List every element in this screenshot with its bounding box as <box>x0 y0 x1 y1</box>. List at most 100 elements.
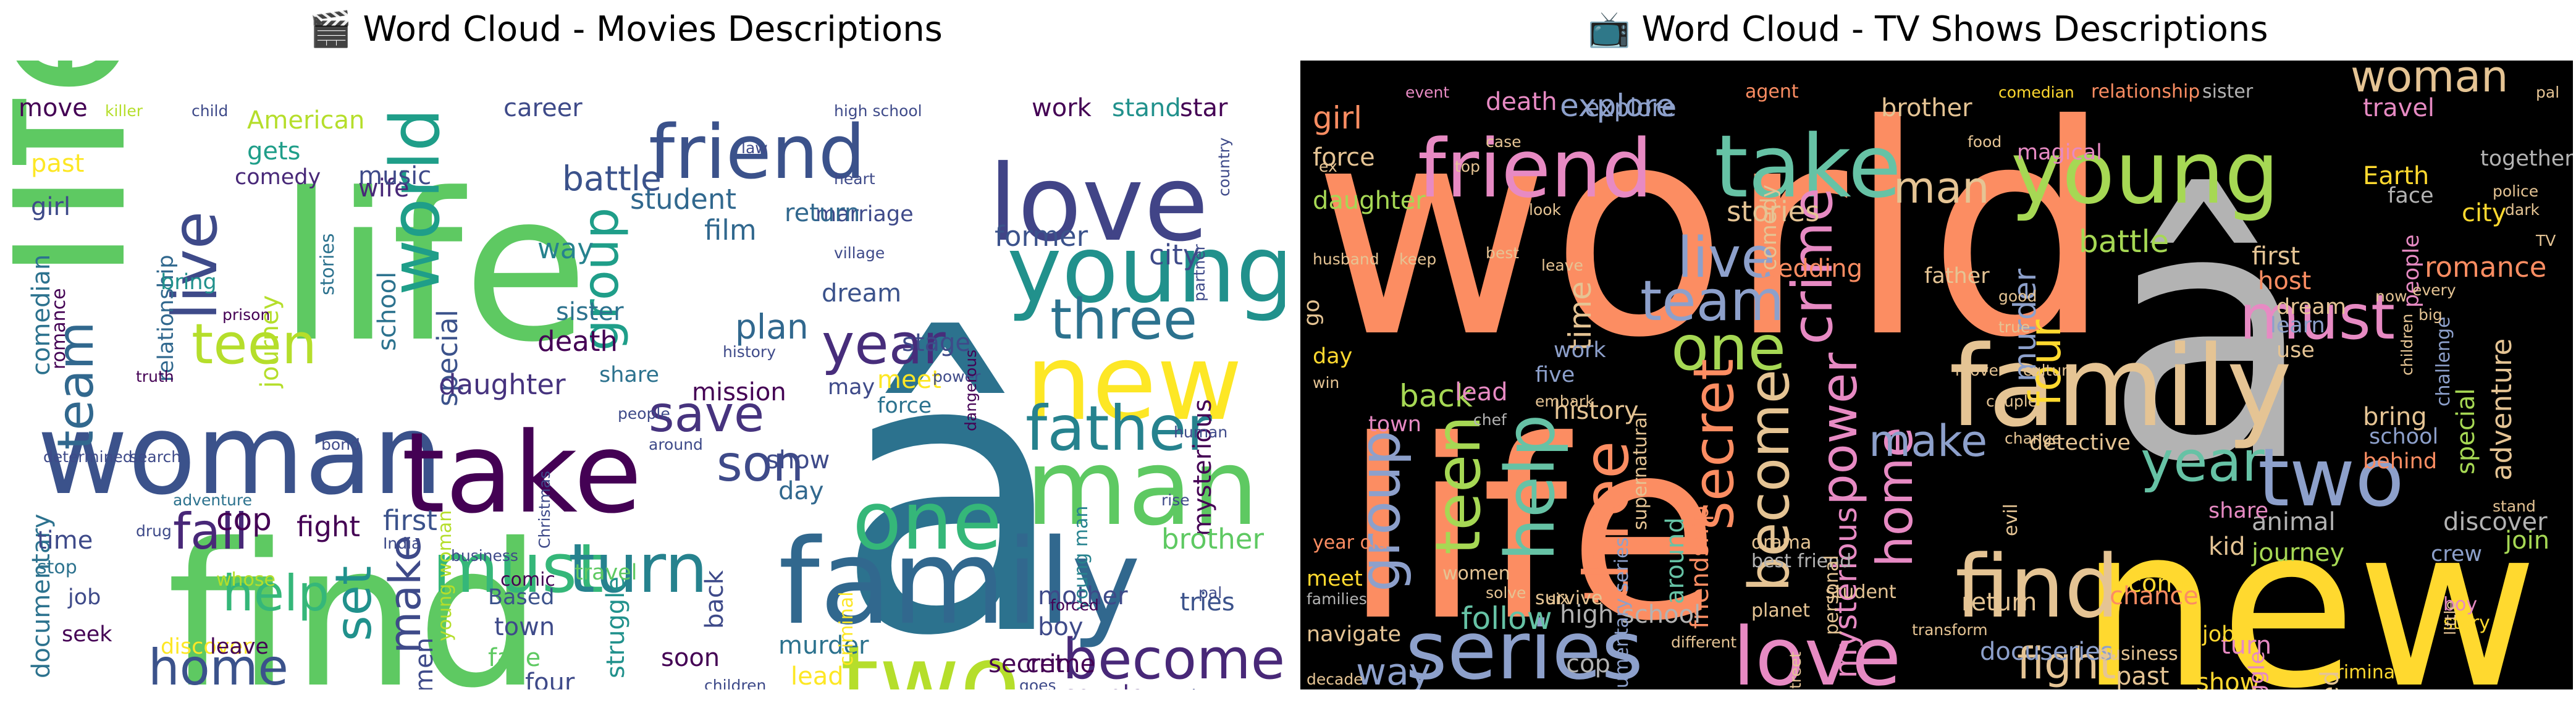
word-former: former <box>995 220 1088 253</box>
word-team: team <box>1640 269 1784 334</box>
word-back: back <box>1399 378 1473 414</box>
word-day: day <box>1313 344 1352 369</box>
word-meet: meet <box>877 366 941 394</box>
word-student: student <box>1825 581 1896 603</box>
word-year-old: year old <box>1313 532 1388 554</box>
word-move: move <box>1955 361 1998 379</box>
word-â: â <box>2103 135 2315 538</box>
word-family: family <box>1949 322 2292 452</box>
word-back: back <box>701 570 729 629</box>
word-force: force <box>1313 143 1375 172</box>
word-face: face <box>488 644 541 672</box>
word-explore: explore <box>1585 94 1677 122</box>
word-three: three <box>1570 440 1643 604</box>
word-brother: brother <box>1161 523 1264 555</box>
word-find: find <box>1955 537 2119 638</box>
word-stage: stage <box>902 329 970 357</box>
word-death: death <box>1486 88 1557 116</box>
word-adventure: adventure <box>173 491 252 509</box>
word-history: history <box>1554 397 1639 425</box>
word-pal: pal <box>2536 83 2559 101</box>
word-secret: secret <box>988 650 1064 678</box>
word-transform: transform <box>1912 621 1988 639</box>
tv-wordcloud-panel: world â life new family friend take young series… <box>1300 61 2573 689</box>
word-come: come <box>2128 570 2196 598</box>
word-must: must <box>432 529 604 608</box>
word-student: student <box>630 183 736 216</box>
word-cop: cop <box>216 502 272 537</box>
word-lead: lead <box>791 662 844 689</box>
word-relationship: relationship <box>2091 81 2200 103</box>
word-embark: embark <box>1535 392 1594 410</box>
word-discover: discover <box>2443 508 2548 536</box>
word-show: show <box>2196 668 2260 689</box>
word-friend: friend <box>1418 122 1652 216</box>
word-children: children <box>2398 314 2416 376</box>
word-young: young <box>1007 216 1285 324</box>
word-agent: agent <box>1745 81 1799 103</box>
word-share: share <box>599 363 659 387</box>
word-love: love <box>988 143 1208 265</box>
word-time: time <box>37 526 93 555</box>
word-business: business <box>2097 643 2178 665</box>
word-new: new <box>2079 478 2538 689</box>
word-girl: girl <box>1313 100 1362 136</box>
word-business: business <box>451 547 518 565</box>
word-American: American <box>247 106 364 135</box>
word-dream: dream <box>822 279 901 308</box>
word-bring: bring <box>2363 403 2427 431</box>
word-country: country <box>1215 137 1233 196</box>
word-docuseries: docuseries <box>1980 638 2113 666</box>
word-use: use <box>2276 338 2315 363</box>
word-help: help <box>1491 414 1570 561</box>
word-struggle: struggle <box>602 576 630 678</box>
word-learn: learn <box>2270 313 2325 338</box>
word-father: father <box>1924 264 1990 289</box>
word-way: way <box>1356 651 1431 689</box>
word-romance: romance <box>48 288 70 369</box>
word-child: child <box>192 102 228 120</box>
word-heart: heart <box>834 170 875 188</box>
word-event: event <box>1405 83 1449 101</box>
word-team: team <box>47 321 104 450</box>
word-young: young <box>2011 123 2279 224</box>
word-dream: dream <box>2276 295 2346 319</box>
word-survive: survive <box>1535 588 1602 609</box>
word-daughter: daughter <box>1313 187 1426 215</box>
word-best: best <box>1486 244 1519 262</box>
word-friend: friend <box>649 110 865 196</box>
word-one: one <box>1671 312 1786 384</box>
word-way: way <box>537 232 594 265</box>
word-life: life <box>1344 388 1720 675</box>
word-meet: meet <box>1307 567 1363 591</box>
movies-wordcloud-title: 🎬 Word Cloud - Movies Descriptions <box>309 9 943 49</box>
word-fight: fight <box>297 510 360 543</box>
word-two: two <box>840 623 1020 689</box>
word-human: human <box>1174 423 1227 441</box>
word-stand: stand <box>2493 497 2536 515</box>
word-planet: planet <box>1751 600 1810 622</box>
word-boy: boy <box>1038 613 1084 641</box>
word-battle: battle <box>2079 224 2169 259</box>
word-school: school <box>2369 424 2438 449</box>
word-mysterious: mysterious <box>1189 399 1217 536</box>
word-work: work <box>1032 94 1092 122</box>
word-cop: cop <box>1566 650 1610 678</box>
word-prison: prison <box>222 306 270 324</box>
word-boy: boy <box>2443 594 2477 615</box>
word-town: town <box>494 613 555 641</box>
word-Based: Based <box>2316 670 2344 689</box>
word-true: true <box>1998 318 2030 336</box>
word-take: take <box>402 409 642 538</box>
word-lead: lead <box>1455 378 1508 407</box>
word-music: music <box>358 162 431 190</box>
word-town: town <box>1368 412 1421 437</box>
word-make: make <box>380 535 431 654</box>
word-comedy: comedy <box>1757 185 1782 271</box>
word-solve: solve <box>1486 584 1526 602</box>
word-live: live <box>1677 225 1775 290</box>
word-partner: partner <box>1190 244 1208 301</box>
word-comedy: comedy <box>235 165 321 190</box>
